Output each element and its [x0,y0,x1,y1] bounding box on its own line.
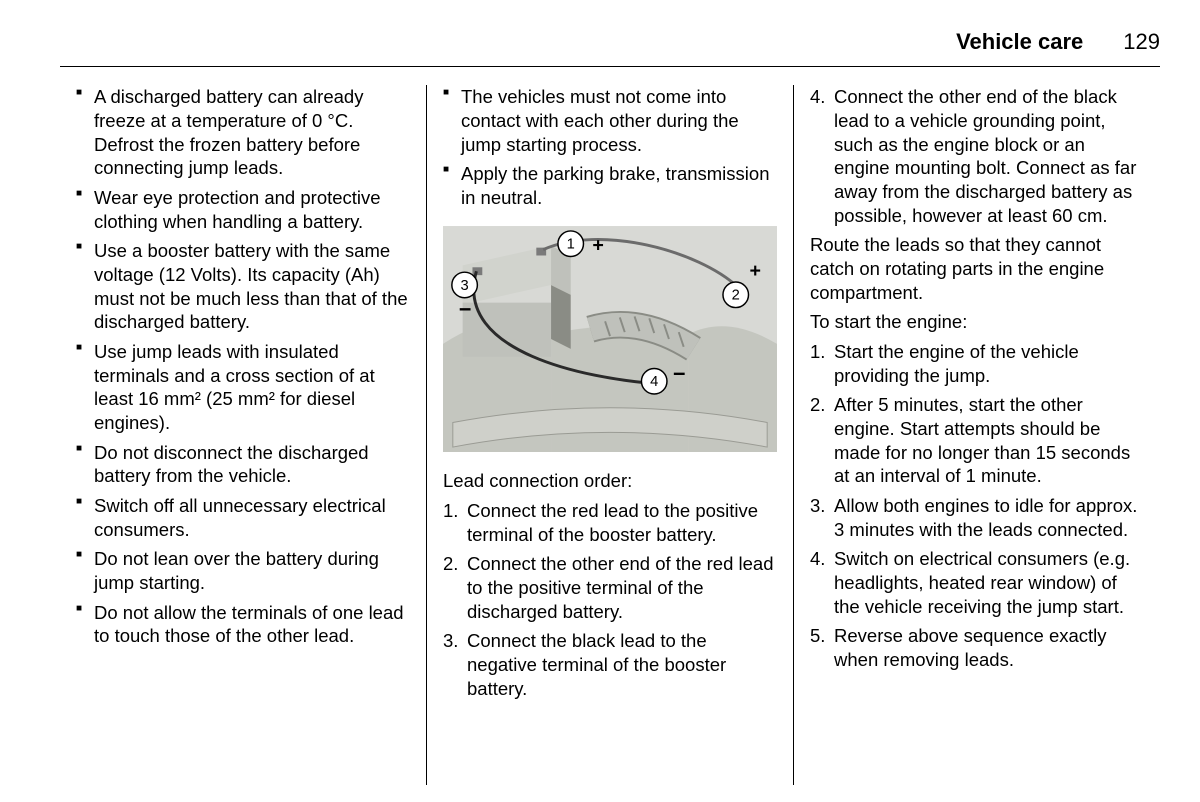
svg-text:1: 1 [567,236,575,252]
list-item: After 5 minutes, start the other engine.… [810,393,1144,488]
svg-text:+: + [749,260,760,282]
lead-order-list: Connect the red lead to the positive ter… [443,499,777,700]
list-item: Wear eye protection and protective cloth… [76,186,410,233]
content-columns: A discharged battery can already freeze … [60,85,1160,785]
list-item: Connect the black lead to the negative t… [443,629,777,700]
svg-text:3: 3 [461,277,469,293]
list-item: Allow both engines to idle for approx. 3… [810,494,1144,541]
list-item: Switch off all unnecessary electrical co… [76,494,410,541]
list-item: A discharged battery can already freeze … [76,85,410,180]
list-item: Start the engine of the vehicle providin… [810,340,1144,387]
page-number: 129 [1123,28,1160,56]
page-header: Vehicle care 129 [60,28,1160,67]
preconditions-bullet-list: The vehicles must not come into contact … [443,85,777,209]
lead-order-heading: Lead connection order: [443,469,777,493]
list-item: Do not allow the terminals of one lead t… [76,601,410,648]
list-item: Switch on electrical consumers (e.g. hea… [810,547,1144,618]
list-item: Reverse above sequence exactly when remo… [810,624,1144,671]
list-item: Connect the red lead to the positive ter… [443,499,777,546]
list-item: Connect the other end of the red lead to… [443,552,777,623]
safety-bullet-list: A discharged battery can already freeze … [76,85,410,648]
route-leads-paragraph: Route the leads so that they cannot catc… [810,233,1144,304]
list-item: Do not disconnect the discharged battery… [76,441,410,488]
svg-text:4: 4 [650,374,658,390]
svg-text:−: − [459,296,472,321]
jump-lead-diagram: 1 + 2 + 3 − 4 − [443,224,777,454]
list-item: Use a booster battery with the same volt… [76,239,410,334]
start-engine-heading: To start the engine: [810,310,1144,334]
section-title: Vehicle care [956,28,1083,56]
start-engine-steps: Start the engine of the vehicle providin… [810,340,1144,672]
svg-text:+: + [592,234,603,256]
column-2: The vehicles must not come into contact … [426,85,793,785]
list-item: Do not lean over the battery during jump… [76,547,410,594]
list-item: Apply the parking brake, transmission in… [443,162,777,209]
list-item: The vehicles must not come into contact … [443,85,777,156]
svg-text:2: 2 [732,287,740,303]
column-3: Connect the other end of the black lead … [793,85,1160,785]
list-item: Use jump leads with insulated terminals … [76,340,410,435]
svg-text:−: − [673,361,686,386]
column-1: A discharged battery can already freeze … [60,85,426,785]
list-item: Connect the other end of the black lead … [810,85,1144,227]
lead-order-list-continued: Connect the other end of the black lead … [810,85,1144,227]
